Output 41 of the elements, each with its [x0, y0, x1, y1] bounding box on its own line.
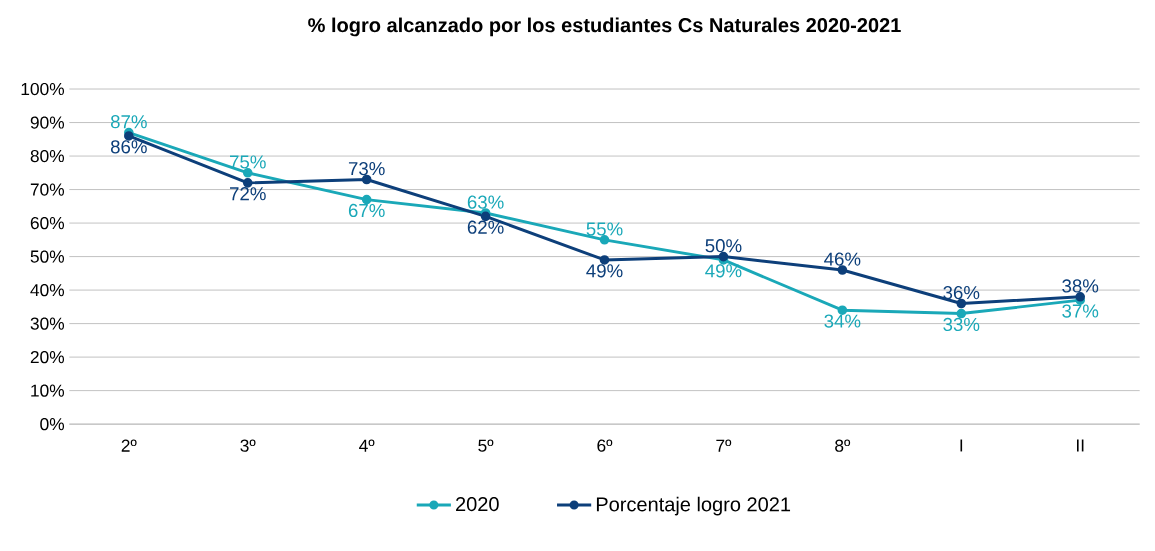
data-label: 75%	[230, 155, 266, 169]
x-tick-label: 7º	[716, 439, 732, 452]
y-tick-label: 10%	[31, 384, 65, 397]
data-label: 33%	[943, 317, 980, 332]
y-tick-label: 80%	[30, 149, 65, 163]
data-label: 62%	[467, 220, 504, 234]
data-label: 37%	[1062, 304, 1099, 318]
data-label: 86%	[110, 140, 147, 154]
data-label: 46%	[824, 252, 861, 266]
x-tick-label: 8º	[835, 439, 851, 452]
data-label: 36%	[943, 286, 980, 300]
x-tick-label: 2º	[121, 439, 137, 452]
y-tick-label: 40%	[30, 284, 65, 297]
data-label: 63%	[467, 195, 504, 209]
data-label: 50%	[705, 239, 742, 253]
x-tick-label: II	[1077, 439, 1084, 452]
chart-title: % logro alcanzado por los estudiantes Cs Naturales 2020-2021	[308, 17, 901, 37]
data-label: 38%	[1062, 279, 1099, 293]
x-tick-label: 4º	[359, 439, 375, 452]
data-label: 67%	[348, 203, 385, 218]
data-label: 87%	[110, 115, 147, 129]
y-tick-label: 70%	[30, 183, 65, 196]
data-label: 34%	[824, 314, 861, 328]
legend-label: Porcentaje logro 2021	[596, 496, 791, 516]
data-label: 49%	[705, 264, 742, 278]
y-tick-label: 60%	[30, 217, 65, 230]
x-tick-label: 3º	[240, 439, 256, 452]
y-tick-label: 50%	[30, 250, 65, 263]
x-tick-label: 5º	[478, 439, 494, 452]
data-label: 55%	[586, 222, 623, 236]
y-tick-label: 100%	[21, 82, 65, 96]
x-tick-label: 6º	[597, 439, 613, 452]
y-tick-label: 30%	[30, 317, 65, 330]
data-label: 49%	[586, 264, 623, 278]
data-label: 73%	[348, 162, 385, 176]
x-tick-label: I	[960, 439, 963, 452]
legend-label: 2020	[456, 497, 499, 512]
y-tick-label: 90%	[30, 116, 65, 129]
data-label: 72%	[230, 187, 266, 201]
y-tick-label: 0%	[40, 418, 65, 431]
y-tick-label: 20%	[30, 351, 65, 364]
